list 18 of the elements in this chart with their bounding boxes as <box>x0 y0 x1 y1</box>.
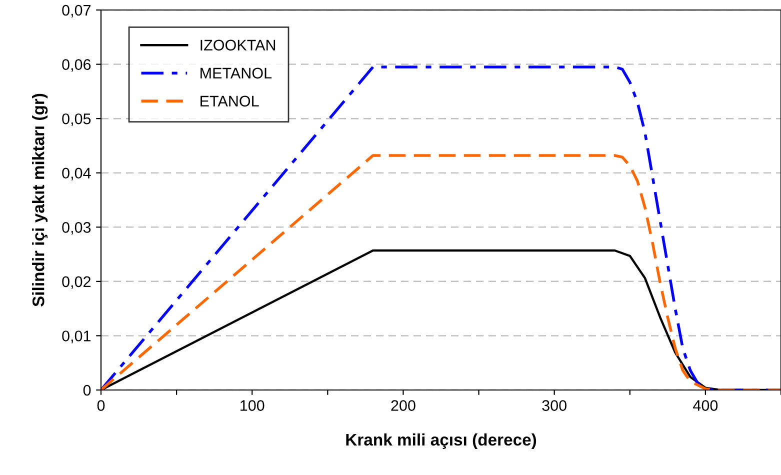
x-axis-title: Krank mili açısı (derece) <box>346 433 536 449</box>
x-tick-label: 300 <box>542 400 566 411</box>
y-tick-label: 0,06 <box>62 59 91 72</box>
y-tick-label: 0,02 <box>62 276 91 289</box>
legend-label: IZOOKTAN <box>200 40 276 51</box>
x-tick-label: 400 <box>693 400 718 411</box>
x-tick-label: 100 <box>240 400 264 411</box>
y-axis-title: Silindir içi yakıt miktarı (gr) <box>32 94 48 306</box>
y-tick-label: 0,03 <box>62 222 91 235</box>
y-tick-label: 0,05 <box>62 113 91 126</box>
x-tick-label: 0 <box>97 400 105 411</box>
y-tick-label: 0 <box>83 384 91 396</box>
x-tick-label: 200 <box>391 400 416 411</box>
y-tick-label: 0,07 <box>62 4 91 18</box>
y-tick-label: 0,01 <box>62 330 91 344</box>
legend-label: METANOL <box>200 68 272 79</box>
y-tick-label: 0,04 <box>62 168 91 180</box>
legend-label: ETANOL <box>200 96 259 107</box>
